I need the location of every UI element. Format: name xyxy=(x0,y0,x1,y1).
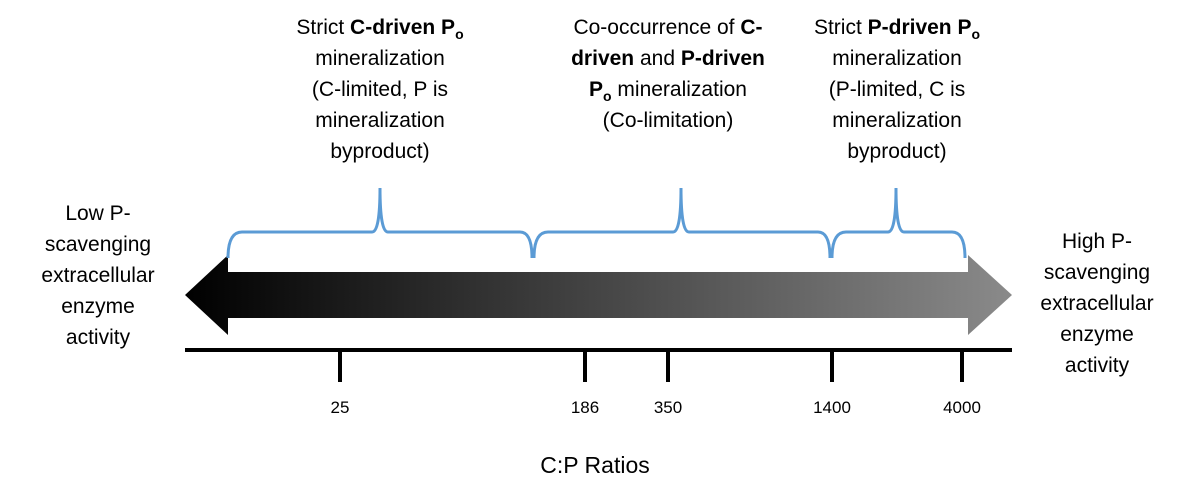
text-run: C-driven P xyxy=(350,16,456,39)
text-run: activity xyxy=(65,326,131,349)
text-run: scavenging xyxy=(44,233,152,256)
text-line: Strict P-driven Po xyxy=(814,12,980,43)
text-run: o xyxy=(603,88,612,104)
text-line: scavenging xyxy=(1040,257,1153,288)
text-line: driven and P-driven xyxy=(571,43,765,74)
text-line: Co-occurrence of C- xyxy=(571,12,765,43)
text-run: Co-occurrence of xyxy=(573,16,741,39)
text-line: High P- xyxy=(1040,226,1153,257)
text-line: (Co-limitation) xyxy=(571,105,765,136)
text-run: o xyxy=(455,26,464,42)
brace xyxy=(830,187,967,259)
text-run: mineralization xyxy=(315,47,445,70)
text-run: P-driven P xyxy=(867,16,972,39)
text-run: P xyxy=(589,78,604,101)
text-run: extracellular xyxy=(41,264,155,287)
text-run: and xyxy=(634,47,681,70)
text-run: (C-limited, P is xyxy=(311,78,449,101)
text-line: extracellular xyxy=(41,260,154,291)
text-line: mineralization xyxy=(814,105,980,136)
text-run: scavenging xyxy=(1043,261,1151,284)
brace xyxy=(226,187,534,259)
axis-title: C:P Ratios xyxy=(540,452,650,478)
text-run: P-driven xyxy=(680,47,765,70)
text-run: byproduct) xyxy=(330,140,430,163)
left-label: Low P-scavenging extracellular enzyme activ… xyxy=(41,198,154,353)
text-line: byproduct) xyxy=(296,136,463,167)
brace xyxy=(532,187,832,259)
text-run: extracellular xyxy=(1040,292,1154,315)
tick-label: 25 xyxy=(330,398,350,417)
text-run: byproduct) xyxy=(847,140,947,163)
region-label: Strict P-driven Po mineralization (P-limit… xyxy=(814,12,980,167)
gradient-arrow xyxy=(185,255,1012,335)
region-label: Strict C-driven Po mineralization (C-limit… xyxy=(296,12,463,167)
region-label: Co-occurrence of C-driven and P-driven Po… xyxy=(571,12,765,136)
text-line: enzyme xyxy=(1040,319,1153,350)
text-run: (P-limited, C is xyxy=(828,78,966,101)
text-run: mineralization xyxy=(832,47,962,70)
text-line: activity xyxy=(1040,350,1153,381)
text-line: activity xyxy=(41,322,154,353)
text-run: (Co-limitation) xyxy=(602,109,734,132)
tick-label: 4000 xyxy=(943,398,981,417)
text-run: driven xyxy=(571,47,635,70)
text-line: Strict C-driven Po xyxy=(296,12,463,43)
braces xyxy=(226,187,967,259)
text-run: Low P- xyxy=(65,202,131,225)
text-line: mineralization xyxy=(296,105,463,136)
text-run: activity xyxy=(1064,354,1130,377)
text-line: extracellular xyxy=(1040,288,1153,319)
tick-label: 1400 xyxy=(813,398,851,417)
tick-marks xyxy=(338,352,964,382)
tick-label: 350 xyxy=(653,398,683,417)
text-run: mineralization xyxy=(315,109,445,132)
tick-label: 186 xyxy=(570,398,600,417)
text-run: Strict xyxy=(296,16,351,39)
text-run: High P- xyxy=(1061,230,1133,253)
text-line: Po mineralization xyxy=(571,74,765,105)
text-run: mineralization xyxy=(832,109,962,132)
text-line: Low P- xyxy=(41,198,154,229)
text-run: mineralization xyxy=(611,78,747,101)
text-line: mineralization xyxy=(296,43,463,74)
text-run: Strict xyxy=(813,16,868,39)
text-line: mineralization xyxy=(814,43,980,74)
text-line: scavenging xyxy=(41,229,154,260)
text-line: (C-limited, P is xyxy=(296,74,463,105)
text-run: enzyme xyxy=(61,295,135,318)
text-line: byproduct) xyxy=(814,136,980,167)
text-line: (P-limited, C is xyxy=(814,74,980,105)
text-run: C- xyxy=(740,16,763,39)
text-run: o xyxy=(971,26,981,42)
right-label: High P-scavenging extracellular enzyme acti… xyxy=(1040,226,1153,381)
text-line: enzyme xyxy=(41,291,154,322)
text-run: enzyme xyxy=(1060,323,1134,346)
